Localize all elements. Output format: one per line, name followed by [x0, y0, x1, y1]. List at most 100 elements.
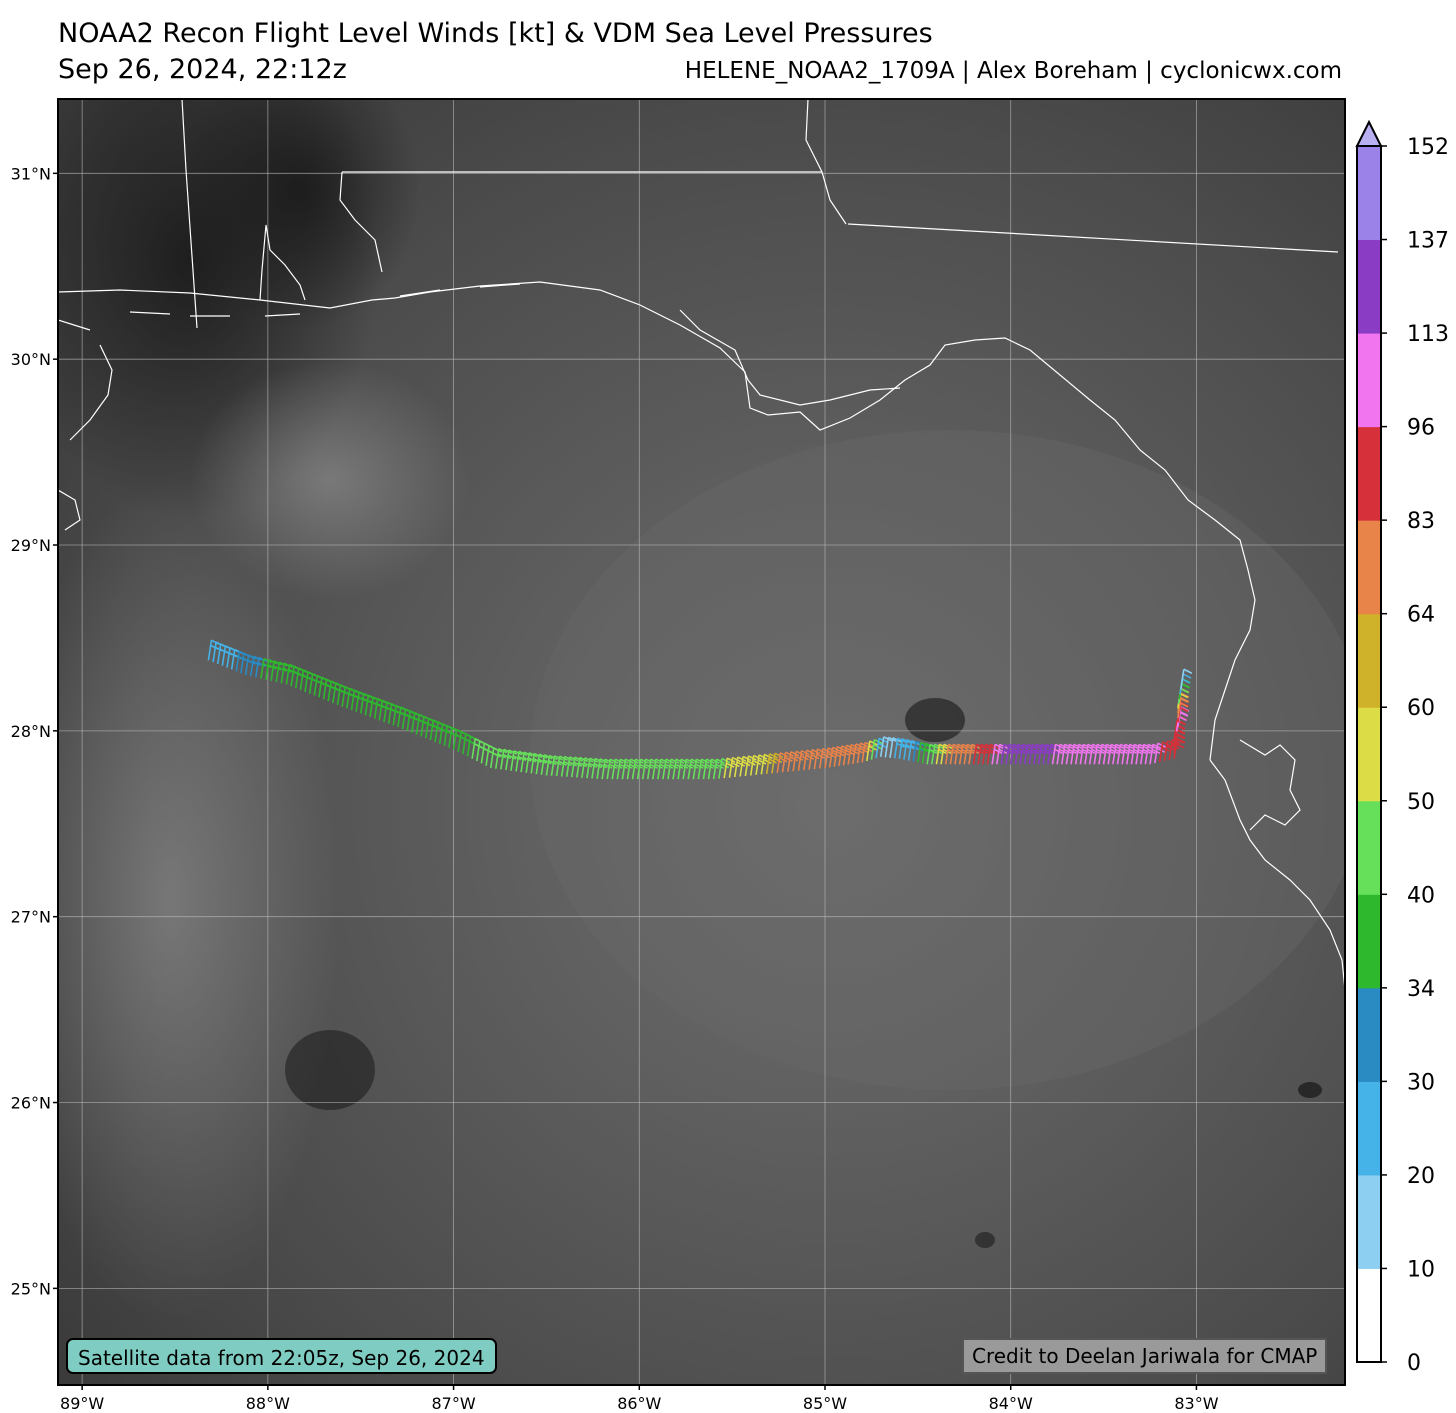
colorbar-label: 40 [1407, 883, 1435, 908]
coastlines-and-borders [58, 99, 1345, 991]
colorbar-segment [1357, 1174, 1381, 1269]
wind-barb [797, 749, 810, 771]
latitude-labels: 31°N 30°N 29°N 28°N 27°N 26°N 25°N [11, 164, 58, 1298]
wind-barb [260, 657, 273, 679]
wind-barb [802, 749, 816, 771]
coast-fl-west [1209, 759, 1345, 991]
longitude-labels: 89°W 88°W 87°W 86°W 85°W 84°W 83°W [60, 1385, 1219, 1413]
wind-barb [510, 750, 523, 771]
wind-barb [776, 752, 789, 773]
lon-label: 88°W [246, 1394, 290, 1413]
state-border-al-fl-west [339, 171, 383, 273]
wind-barb [530, 752, 543, 774]
wind-barb [586, 757, 599, 779]
lon-label: 85°W [803, 1394, 847, 1413]
wind-barb [249, 655, 263, 677]
wind-barb [755, 754, 768, 776]
wind-barb [808, 748, 821, 770]
satellite-background [58, 99, 1345, 1385]
wind-barb [270, 660, 283, 682]
wind-barb [765, 753, 778, 774]
wind-barb [1180, 668, 1193, 690]
wind-barb [560, 755, 573, 777]
colorbar-label: 50 [1407, 790, 1435, 815]
wind-barb [525, 752, 538, 773]
colorbar-label: 64 [1407, 603, 1435, 628]
colorbar-segment [1357, 1268, 1381, 1363]
wind-barb [781, 751, 794, 773]
wind-barb [265, 659, 278, 680]
lat-label: 27°N [11, 908, 51, 927]
colorbar-label: 10 [1407, 1257, 1435, 1282]
wind-barb [728, 756, 741, 778]
wind-barb [739, 755, 752, 777]
wind-barb [712, 758, 725, 780]
coast-louisiana [58, 319, 113, 531]
barrier-islands [129, 283, 521, 317]
wind-barb [244, 654, 257, 676]
wind-barb [818, 747, 832, 769]
lon-label: 87°W [431, 1394, 475, 1413]
wind-barb [744, 755, 757, 777]
wind-barb [723, 757, 736, 779]
cmap-credit-note: Credit to Deelan Jariwala for CMAP [962, 1338, 1328, 1374]
wind-barb [520, 751, 533, 773]
wind-barb [591, 757, 604, 779]
lon-label: 86°W [617, 1394, 661, 1413]
colorbar-label: 152 [1407, 135, 1449, 160]
wind-barb [275, 661, 288, 683]
state-border-ms-al [181, 99, 198, 329]
wind-barb [596, 758, 609, 779]
wind-barb [489, 747, 503, 769]
wind-barb [760, 753, 773, 775]
wind-barb [576, 756, 589, 778]
lon-label: 83°W [1174, 1394, 1218, 1413]
lat-label: 28°N [11, 722, 51, 741]
colorbar-label: 30 [1407, 1070, 1435, 1095]
colorbar-segment [1357, 987, 1381, 1082]
lon-label: 89°W [60, 1394, 104, 1413]
colorbar-label: 20 [1407, 1164, 1435, 1189]
colorbar-extend-arrow [1355, 119, 1383, 147]
wind-barb [555, 755, 568, 777]
state-border-al-fl-line [847, 223, 1339, 253]
valid-datetime: Sep 26, 2024, 22:12z [58, 54, 347, 85]
wind-barb [535, 753, 548, 775]
lat-label: 31°N [11, 164, 51, 183]
colorbar-segment [1357, 426, 1381, 521]
colorbar-label: 83 [1407, 509, 1435, 534]
wind-barb [494, 747, 508, 769]
wind-barb [813, 748, 826, 770]
colorbar-label: 60 [1407, 696, 1435, 721]
map-frame [57, 98, 1346, 1386]
colorbar-segment [1357, 1081, 1381, 1176]
wind-barb [749, 754, 763, 776]
wind-barb [565, 756, 579, 777]
mobile-bay [259, 224, 306, 301]
coast-apalachicola [679, 309, 901, 406]
lat-label: 25°N [11, 1279, 51, 1298]
colorbar-segment [1357, 613, 1381, 708]
wind-barb [734, 756, 747, 778]
source-credit: HELENE_NOAA2_1709A | Alex Boreham | cycl… [684, 58, 1342, 84]
coast-gulf [58, 281, 1256, 761]
lat-label: 26°N [11, 1094, 51, 1113]
colorbar-segment [1357, 894, 1381, 989]
colorbar-label: 96 [1407, 416, 1435, 441]
chattahoochee-river [805, 99, 847, 225]
colorbar-frame [1356, 145, 1382, 1363]
tampa-bay [1239, 739, 1301, 831]
wind-barb [570, 756, 584, 778]
wind-barb [505, 749, 518, 771]
wind-barbs [207, 639, 1193, 780]
colorbar-segment [1357, 520, 1381, 615]
wind-barb [500, 748, 513, 770]
wind-barb [581, 757, 594, 778]
colorbar-segment [1357, 239, 1381, 334]
wind-barb [787, 751, 800, 772]
chart-title: NOAA2 Recon Flight Level Winds [kt] & VD… [58, 18, 933, 49]
satellite-time-note: Satellite data from 22:05z, Sep 26, 2024 [66, 1338, 497, 1374]
lat-label: 29°N [11, 536, 51, 555]
lat-label: 30°N [11, 350, 51, 369]
